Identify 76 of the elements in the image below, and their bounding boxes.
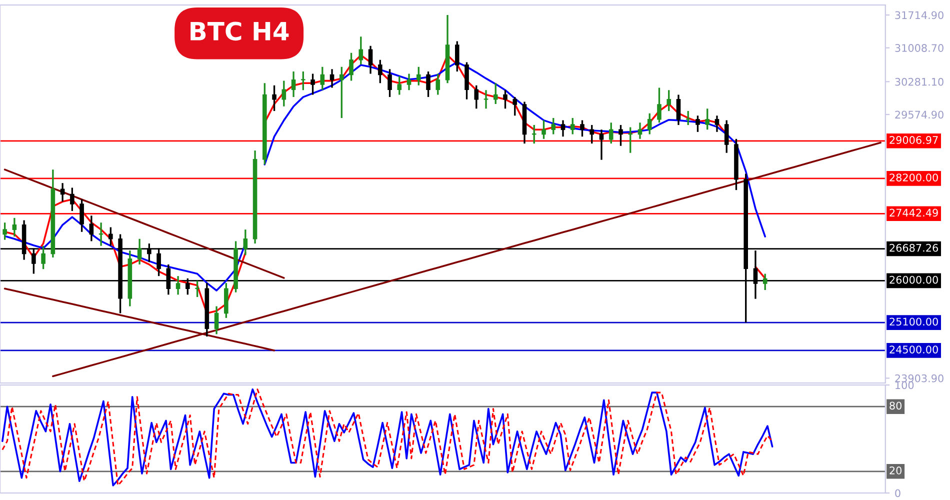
ref-line-label: 24500.00 <box>890 346 938 354</box>
candlestick <box>426 70 430 98</box>
candlestick <box>320 66 325 91</box>
candlestick <box>551 117 556 136</box>
candlestick <box>397 75 402 96</box>
candlestick <box>70 186 74 212</box>
candlestick <box>503 89 508 110</box>
candlestick <box>484 89 488 110</box>
candlestick <box>724 119 729 154</box>
candlestick <box>416 66 421 86</box>
candlestick <box>291 70 296 98</box>
candlestick <box>272 84 276 112</box>
candlestick <box>214 305 219 336</box>
candlestick <box>705 108 710 130</box>
candlestick <box>618 124 623 147</box>
candlestick <box>378 59 382 84</box>
candlestick <box>137 238 142 266</box>
y-tick-label: 29574.90 <box>895 110 944 119</box>
candlestick <box>512 96 518 116</box>
candlestick <box>686 110 690 126</box>
candlestick <box>696 114 700 133</box>
candlestick <box>195 280 200 298</box>
candlestick <box>608 122 614 144</box>
candlestick <box>406 72 412 91</box>
candlestick <box>176 275 180 296</box>
candlestick <box>560 119 566 138</box>
ref-line-label: 29006.97 <box>890 136 938 144</box>
candlestick <box>358 36 364 66</box>
candlestick <box>590 124 594 144</box>
candlestick <box>762 272 768 291</box>
y-tick-label: 31714.90 <box>895 11 944 20</box>
y-tick-label: 23903.90 <box>895 374 944 382</box>
candlestick <box>41 245 46 270</box>
candlestick <box>89 214 94 242</box>
candlestick <box>12 217 17 238</box>
candlestick <box>714 114 720 133</box>
ref-line-label: 26687.26 <box>890 244 938 252</box>
candlestick <box>436 72 440 96</box>
y-tick-label: 30281.10 <box>895 78 944 86</box>
candlestick <box>542 119 546 140</box>
candlestick <box>301 70 306 91</box>
ref-line-label: 27442.49 <box>890 208 938 217</box>
candlestick <box>80 198 84 233</box>
candlestick <box>454 40 460 72</box>
candlestick <box>493 82 498 105</box>
candlestick <box>570 117 575 136</box>
candlestick <box>60 182 65 203</box>
ref-line-label: 28200.00 <box>890 174 938 182</box>
candlestick <box>349 52 354 82</box>
y-tick-label: 0 <box>895 489 900 498</box>
candlestick <box>628 126 633 154</box>
candlestick <box>2 222 7 241</box>
ref-line-label: 25100.00 <box>890 318 938 326</box>
candlestick <box>310 72 315 96</box>
candlestick <box>474 84 479 110</box>
candlestick <box>657 86 662 124</box>
candlestick <box>339 66 344 119</box>
candlestick <box>638 122 642 140</box>
line-series <box>4 168 285 279</box>
candlestick <box>330 68 334 89</box>
candlestick <box>676 94 681 126</box>
text: BTC H4 <box>190 22 289 41</box>
candlestick <box>532 124 536 144</box>
ref-line-label: 20 <box>890 466 902 474</box>
candlestick <box>388 68 392 98</box>
candlestick <box>666 89 672 112</box>
y-tick-label: 31008.70 <box>895 44 944 52</box>
candlestick <box>108 226 113 247</box>
candlestick <box>647 112 652 136</box>
candlestick <box>368 45 373 75</box>
ref-line-label: 26000.00 <box>890 276 938 284</box>
candlestick <box>282 80 286 108</box>
candlestick <box>599 128 604 161</box>
candlestick <box>580 119 584 138</box>
candlestick <box>243 228 248 256</box>
ref-line-label: 80 <box>890 402 902 410</box>
